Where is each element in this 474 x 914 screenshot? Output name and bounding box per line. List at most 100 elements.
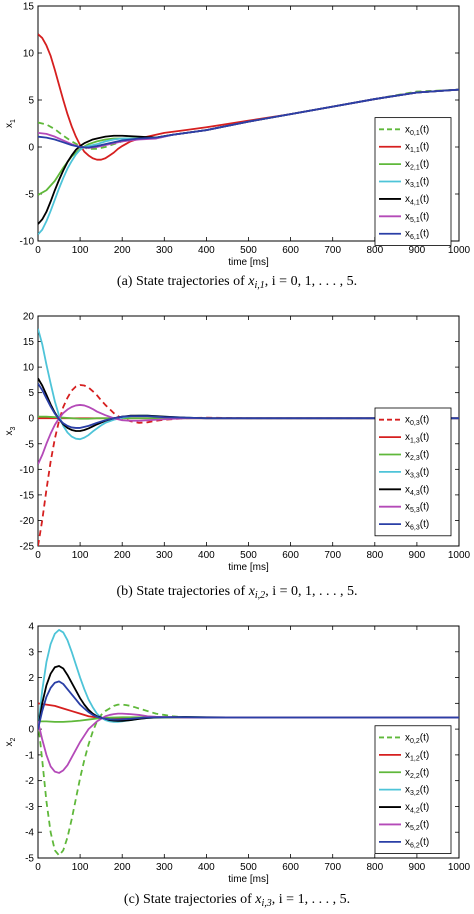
x-tick-label: 900 <box>409 550 426 561</box>
legend-entry: x1,3(t) <box>405 432 429 445</box>
y-tick-label: -5 <box>25 190 34 201</box>
x-tick-label: 300 <box>156 245 173 256</box>
series-line-1 <box>38 33 459 161</box>
figure-caption: (c) State trajectories of xi,3, i = 1, .… <box>124 892 350 909</box>
legend-entry: x1,2(t) <box>405 750 429 763</box>
x-tick-label: 0 <box>35 550 41 561</box>
legend-entry: x0,2(t) <box>405 732 429 745</box>
y-tick-label: -5 <box>25 439 34 450</box>
x-tick-label: 300 <box>156 862 173 873</box>
legend-entry: x6,3(t) <box>405 519 429 532</box>
y-tick-label: -10 <box>20 237 35 248</box>
x-tick-label: 600 <box>282 550 299 561</box>
x-tick-label: 200 <box>114 862 131 873</box>
legend-entry: x3,2(t) <box>405 785 429 798</box>
legend-entry: x2,3(t) <box>405 450 429 463</box>
y-axis-label: x2 <box>4 737 17 746</box>
figure-caption: (a) State trajectories of xi,1, i = 0, 1… <box>117 274 357 291</box>
series-line-2 <box>38 415 459 420</box>
x-tick-label: 600 <box>282 245 299 256</box>
y-tick-label: -4 <box>25 828 34 839</box>
y-tick-label: -2 <box>25 776 34 787</box>
legend-entry: x0,1(t) <box>405 124 429 137</box>
series-lines <box>38 328 459 546</box>
series-lines <box>38 628 459 857</box>
y-axis-label: x3 <box>4 426 17 435</box>
figure-caption: (b) State trajectories of xi,2, i = 0, 1… <box>117 584 358 601</box>
x-tick-label: 900 <box>409 245 426 256</box>
x-tick-label: 0 <box>35 862 41 873</box>
x-tick-label: 800 <box>366 245 383 256</box>
legend: x0,2(t) x1,2(t) x2,2(t) x3,2(t) x4,2(t) x5,2(… <box>374 725 452 854</box>
legend: x0,1(t) x1,1(t) x2,1(t) x3,1(t) x4,1(t) x5,1(… <box>374 117 452 246</box>
y-tick-label: -5 <box>25 854 34 865</box>
x-tick-label: 400 <box>198 245 215 256</box>
series-line-0 <box>38 384 459 546</box>
x-tick-label: 800 <box>366 550 383 561</box>
legend-entry: x2,2(t) <box>405 767 429 780</box>
legend-entry: x4,3(t) <box>405 484 429 497</box>
y-tick-label: 10 <box>23 49 35 60</box>
x-tick-label: 500 <box>240 245 257 256</box>
y-tick-label: -20 <box>20 516 35 527</box>
y-tick-label: -1 <box>25 750 34 761</box>
legend-entry: x6,1(t) <box>405 229 429 242</box>
y-tick-label: 2 <box>28 673 34 684</box>
y-tick-label: -25 <box>20 542 35 553</box>
x-tick-label: 600 <box>282 862 299 873</box>
y-tick-label: 5 <box>28 388 34 399</box>
legend-entry: x0,3(t) <box>405 415 429 428</box>
series-line-6 <box>38 680 459 730</box>
chart-panel-2: 0 100 200 300 400 500 600 700 800 900 1000-25-20-1… <box>4 312 471 602</box>
x-tick-label: 800 <box>366 862 383 873</box>
x-tick-label: 1000 <box>448 862 471 873</box>
y-tick-label: 1 <box>28 699 34 710</box>
x-tick-label: 0 <box>35 245 41 256</box>
x-tick-label: 1000 <box>448 550 471 561</box>
x-tick-label: 1000 <box>448 245 471 256</box>
chart-panel-1: 0 100 200 300 400 500 600 700 800 900 1000 -10 -5 0 5 1… <box>4 2 471 292</box>
legend: x0,3(t) x1,3(t) x2,3(t) x3,3(t) x4,3(t) x5,3(… <box>374 407 452 537</box>
legend-entry: x1,1(t) <box>405 142 429 155</box>
y-tick-label: -3 <box>25 802 34 813</box>
x-tick-label: 700 <box>324 862 341 873</box>
x-tick-label: 500 <box>240 550 257 561</box>
legend-entry: x4,1(t) <box>405 194 429 207</box>
y-tick-label: 15 <box>23 2 35 13</box>
legend-entry: x5,2(t) <box>405 819 429 832</box>
series-line-0 <box>38 703 459 857</box>
chart-panel-3: 0 100 200 300 400 500 600 700 800 900 1000 -5 -4 -3 -2… <box>4 622 471 910</box>
x-tick-label: 100 <box>72 550 89 561</box>
legend-entry: x4,2(t) <box>405 802 429 815</box>
x-tick-label: 100 <box>72 862 89 873</box>
series-lines <box>38 33 459 236</box>
y-tick-label: 3 <box>28 647 34 658</box>
x-tick-label: 200 <box>114 245 131 256</box>
y-tick-label: 15 <box>23 337 35 348</box>
y-tick-label: 20 <box>23 312 35 323</box>
x-tick-label: 200 <box>114 550 131 561</box>
x-tick-label: 300 <box>156 550 173 561</box>
y-tick-label: 5 <box>28 96 34 107</box>
x-tick-label: 400 <box>198 862 215 873</box>
x-tick-label: 700 <box>324 245 341 256</box>
x-tick-label: 900 <box>409 862 426 873</box>
series-line-6 <box>38 88 459 149</box>
legend-entry: x6,2(t) <box>405 837 429 850</box>
series-line-6 <box>38 382 459 429</box>
y-tick-label: 4 <box>28 622 34 633</box>
x-axis-label: time [ms] <box>228 257 269 268</box>
x-tick-label: 700 <box>324 550 341 561</box>
y-tick-label: -15 <box>20 490 35 501</box>
legend-entry: x2,1(t) <box>405 159 429 172</box>
y-tick-label: 0 <box>28 725 34 736</box>
series-line-5 <box>38 404 459 465</box>
y-tick-label: 10 <box>23 363 35 374</box>
y-tick-label: 0 <box>28 143 34 154</box>
y-axis-label: x1 <box>4 119 17 128</box>
legend-entry: x5,1(t) <box>405 211 429 224</box>
x-tick-label: 100 <box>72 245 89 256</box>
legend-entry: x3,1(t) <box>405 177 429 190</box>
legend-entry: x3,3(t) <box>405 467 429 480</box>
